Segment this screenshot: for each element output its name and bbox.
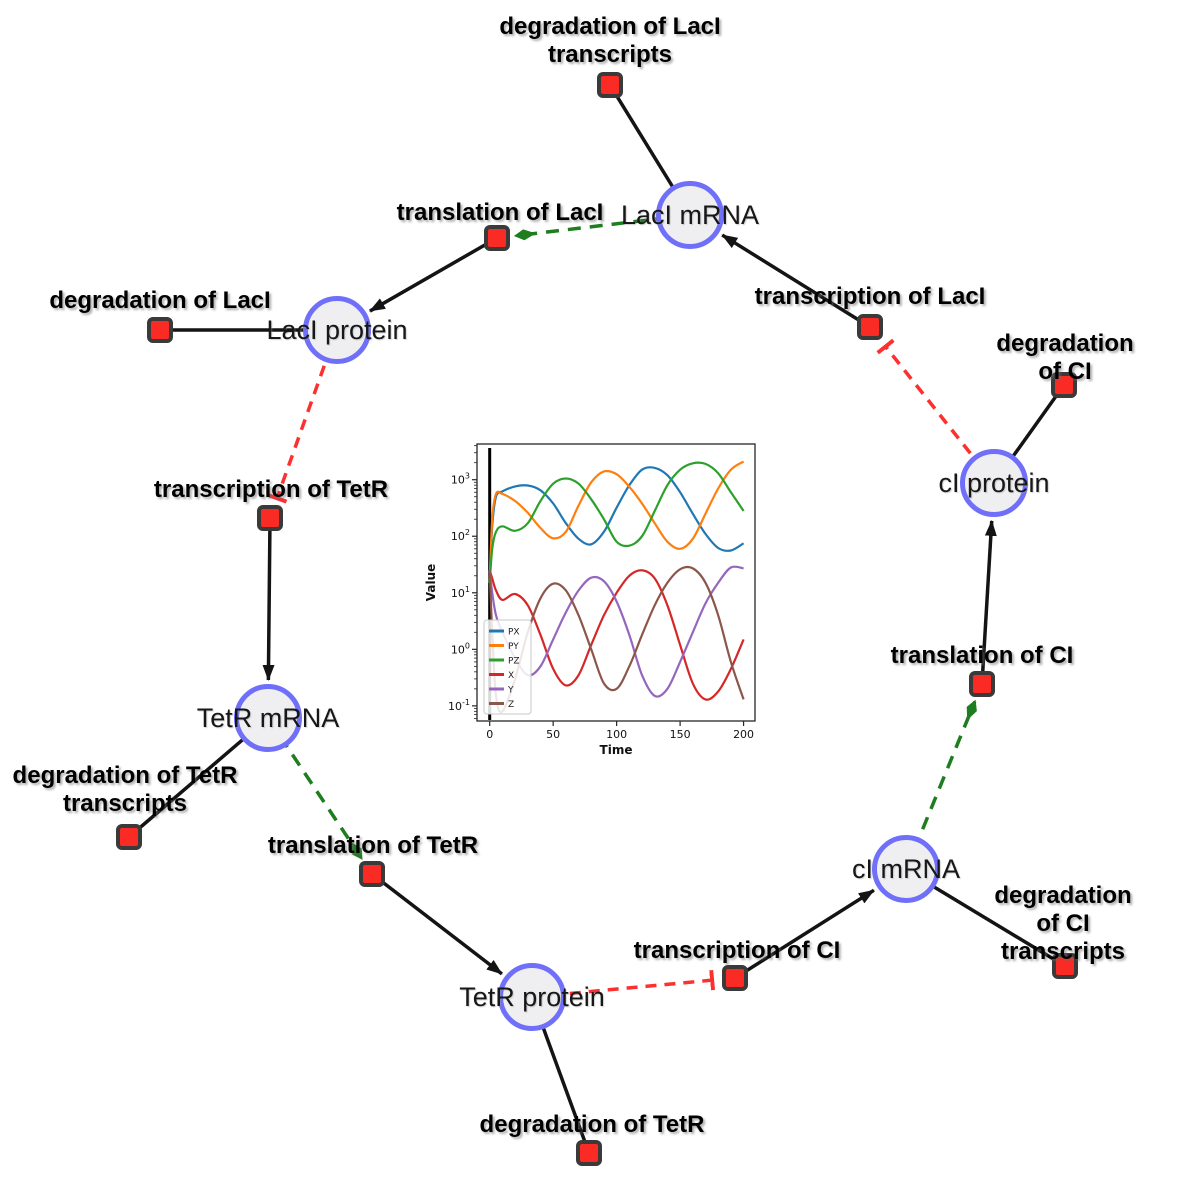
laci-mrna-label: LacI mRNA bbox=[620, 199, 760, 230]
transcription-laci-label: transcription of LacI bbox=[754, 282, 986, 310]
edge-translation-tetr-to-tetrprotein bbox=[370, 872, 503, 976]
deg-ci-transcripts-label: degradation of CI transcripts bbox=[994, 881, 1132, 966]
node-tetr-protein[interactable]: TetR protein bbox=[459, 963, 605, 1031]
plot-frame bbox=[476, 443, 756, 722]
node-translation-ci[interactable] bbox=[969, 671, 995, 697]
edge-translation-laci-to-laciprotein bbox=[369, 236, 498, 313]
deg-laci-transcripts-label: degradation of LacI transcripts bbox=[499, 12, 721, 68]
edge-translation-ci-to-ciprotein bbox=[980, 519, 997, 685]
chart-series-PX bbox=[488, 466, 745, 583]
node-deg-tetr[interactable] bbox=[576, 1140, 602, 1166]
deg-tetr-transcripts-label: degradation of TetR transcripts bbox=[12, 761, 238, 817]
legend-entry-PX: PX bbox=[508, 628, 520, 638]
edge-transcription-tetr-to-tetrmrna bbox=[262, 517, 275, 682]
deg-laci-label: degradation of LacI bbox=[49, 286, 271, 314]
edge-transcription-ci-to-cimrna bbox=[734, 888, 875, 980]
x-tick-label: 50 bbox=[546, 728, 560, 741]
node-deg-tetr-transcripts[interactable] bbox=[116, 824, 142, 850]
tetr-protein-label: TetR protein bbox=[459, 981, 605, 1012]
y-tick-label: 10-1 bbox=[448, 698, 470, 713]
y-tick-label: 101 bbox=[451, 585, 470, 600]
translation-laci-label: translation of LacI bbox=[396, 198, 604, 226]
transcription-ci-label: transcription of CI bbox=[633, 936, 841, 964]
x-axis-label: Time bbox=[600, 743, 633, 757]
simulation-plot: 0 50 100 150 200 10-1 100 101 102 103 Time Value PX P… bbox=[422, 436, 772, 771]
node-transcription-tetr[interactable] bbox=[257, 505, 283, 531]
translation-ci-label: translation of CI bbox=[890, 641, 1074, 669]
node-translation-tetr[interactable] bbox=[359, 861, 385, 887]
legend-entry-PZ: PZ bbox=[508, 657, 520, 667]
legend-entry-Y: Y bbox=[507, 686, 514, 696]
y-tick-label: 100 bbox=[451, 641, 470, 656]
x-tick-label: 100 bbox=[606, 728, 627, 741]
y-tick-label: 102 bbox=[451, 528, 470, 543]
y-axis-label: Value bbox=[424, 564, 438, 602]
tetr-mrna-label: TetR mRNA bbox=[196, 702, 340, 733]
node-deg-ci-transcripts[interactable] bbox=[1052, 953, 1078, 979]
deg-ci-label: degradation of CI bbox=[996, 329, 1134, 385]
ci-protein-label: cI protein bbox=[938, 467, 1050, 498]
node-ci-mrna[interactable]: cI mRNA bbox=[852, 835, 960, 903]
legend-entry-X: X bbox=[508, 671, 514, 681]
ci-mrna-label: cI mRNA bbox=[852, 853, 960, 884]
legend-entry-Z: Z bbox=[508, 700, 514, 710]
chart-series-PY bbox=[488, 460, 745, 583]
node-deg-laci[interactable] bbox=[147, 317, 173, 343]
transcription-tetr-label: transcription of TetR bbox=[153, 475, 389, 503]
laci-protein-label: LacI protein bbox=[266, 314, 408, 345]
node-laci-mrna[interactable]: LacI mRNA bbox=[621, 181, 759, 249]
x-tick-label: 0 bbox=[486, 728, 493, 741]
x-tick-label: 150 bbox=[670, 728, 691, 741]
legend-entry-PY: PY bbox=[508, 642, 519, 652]
deg-tetr-label: degradation of TetR bbox=[479, 1110, 705, 1138]
node-translation-laci[interactable] bbox=[484, 225, 510, 251]
node-ci-protein[interactable]: cI protein bbox=[938, 449, 1050, 517]
node-tetr-mrna[interactable]: TetR mRNA bbox=[197, 684, 339, 752]
edge-transcription-laci-to-lacimrna bbox=[721, 233, 871, 329]
plot-svg: 0 50 100 150 200 10-1 100 101 102 103 Time Value PX P… bbox=[424, 443, 756, 757]
x-tick-label: 200 bbox=[733, 728, 754, 741]
y-tick-label: 103 bbox=[451, 472, 470, 487]
node-deg-laci-transcripts[interactable] bbox=[597, 72, 623, 98]
node-laci-protein[interactable]: LacI protein bbox=[266, 296, 408, 364]
node-deg-ci[interactable] bbox=[1051, 372, 1077, 398]
node-transcription-laci[interactable] bbox=[857, 314, 883, 340]
node-transcription-ci[interactable] bbox=[722, 965, 748, 991]
translation-tetr-label: translation of TetR bbox=[267, 831, 479, 859]
chart-series-PZ bbox=[488, 461, 745, 583]
chart-series-X bbox=[488, 569, 745, 701]
